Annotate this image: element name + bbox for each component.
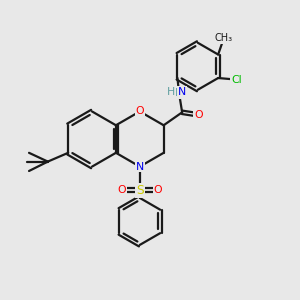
Text: CH₃: CH₃ (215, 33, 233, 43)
Text: Cl: Cl (231, 75, 242, 85)
Text: S: S (136, 184, 144, 196)
Text: H: H (175, 88, 183, 98)
Text: N: N (136, 162, 144, 172)
Text: O: O (117, 185, 126, 195)
Text: O: O (154, 185, 162, 195)
Text: N: N (178, 87, 186, 97)
Text: O: O (136, 106, 144, 116)
Text: H: H (167, 87, 175, 97)
Text: O: O (194, 110, 203, 120)
